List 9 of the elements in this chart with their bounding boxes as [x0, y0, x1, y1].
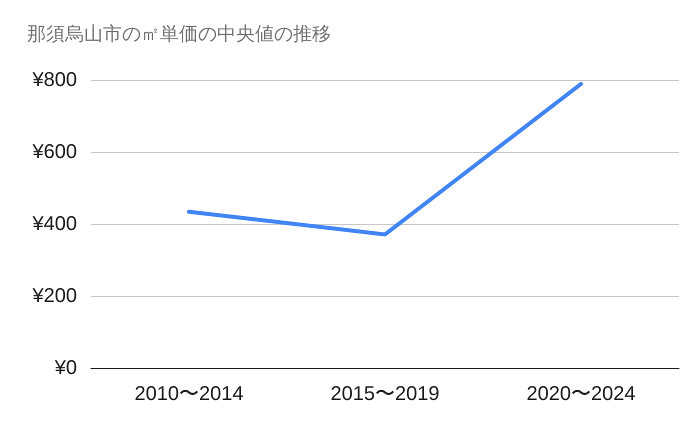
y-tick-label: ¥200 — [32, 285, 77, 307]
x-tick-label: 2010〜2014 — [134, 383, 244, 405]
chart-title: 那須烏山市の㎡単価の中央値の推移 — [27, 23, 331, 45]
y-tick-label: ¥0 — [54, 357, 77, 379]
x-tick-label: 2015〜2019 — [330, 383, 440, 405]
y-tick-label: ¥800 — [32, 69, 77, 91]
y-tick-label: ¥400 — [32, 213, 77, 235]
y-tick-label: ¥600 — [32, 141, 77, 163]
x-tick-label: 2020〜2024 — [526, 383, 636, 405]
